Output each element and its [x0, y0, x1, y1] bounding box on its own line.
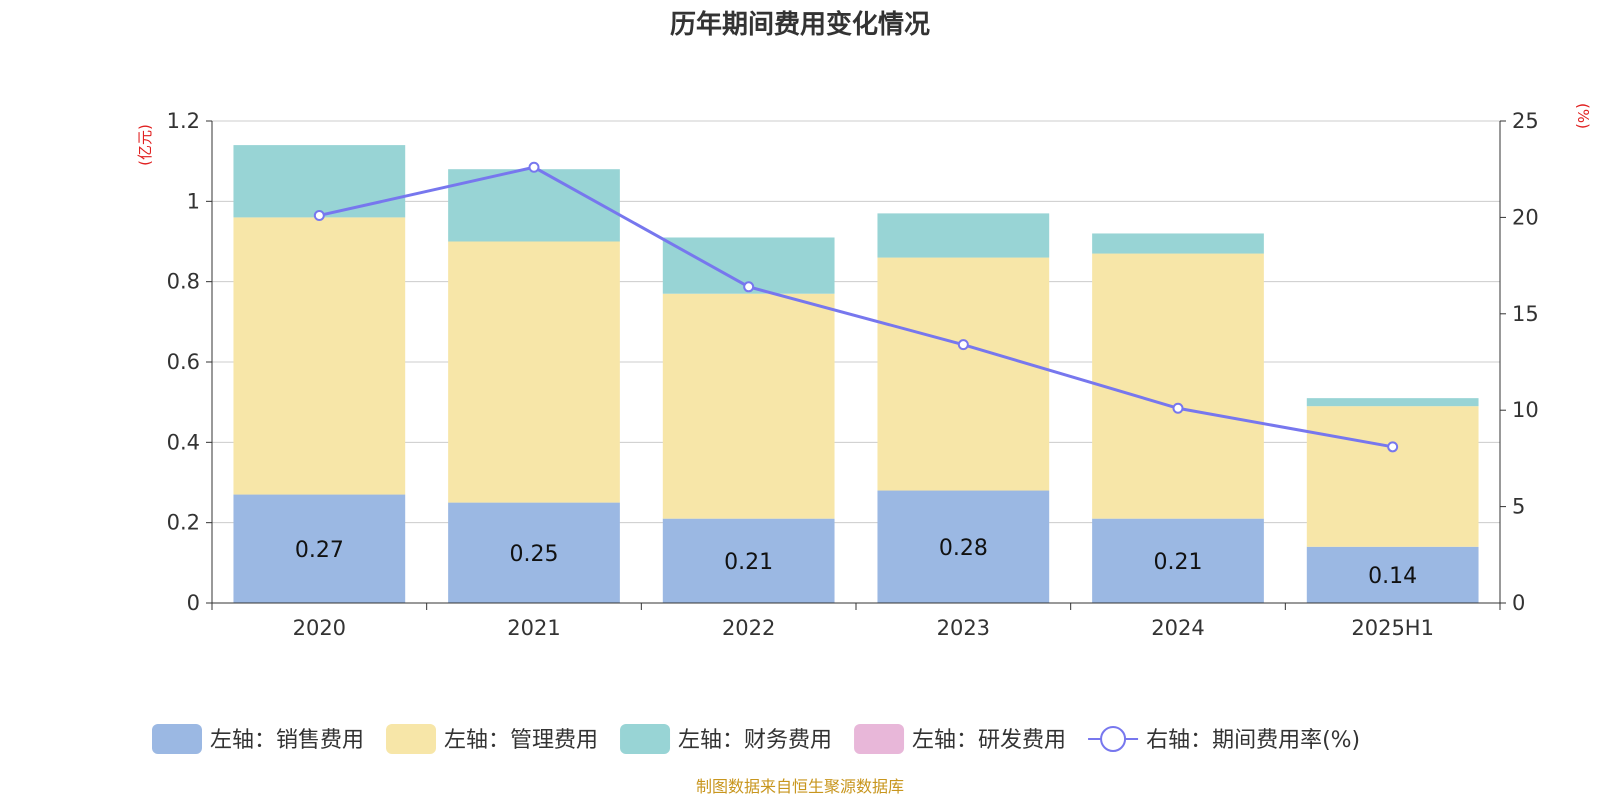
- rate-point: [1387, 441, 1399, 453]
- right-axis-tick-label: 25: [1512, 109, 1539, 133]
- rate-point: [743, 281, 755, 293]
- rate-point: [313, 209, 325, 221]
- bar-segment: [1092, 518, 1264, 603]
- left-axis-tick-label: 0.2: [167, 511, 200, 535]
- bar-segment: [233, 217, 406, 495]
- legend-label: 左轴：财务费用: [678, 728, 832, 753]
- data-label: 0.27: [295, 538, 344, 563]
- x-axis-tick-label: 2024: [1151, 616, 1204, 640]
- legend-label: 左轴：研发费用: [912, 728, 1066, 753]
- legend-swatch: [386, 724, 437, 754]
- left-axis-tick-label: 0.6: [167, 350, 200, 374]
- bar-segment: [448, 241, 620, 503]
- bar-segment: [1306, 546, 1479, 603]
- bar-segment: [1092, 253, 1264, 519]
- left-axis-tick-label: 0.4: [167, 430, 200, 454]
- x-axis-tick-label: 2020: [293, 616, 346, 640]
- data-label: 0.28: [939, 536, 988, 561]
- rate-point: [957, 339, 969, 351]
- legend-swatch: [152, 724, 202, 754]
- left-axis-tick-label: 1: [187, 189, 200, 213]
- legend-label: 右轴：期间费用率(%): [1146, 728, 1360, 753]
- data-label: 0.14: [1368, 564, 1417, 589]
- bar-segment: [233, 145, 406, 218]
- source-note: 制图数据来自恒生聚源数据库: [696, 777, 904, 796]
- data-label: 0.21: [724, 550, 773, 575]
- right-axis-tick-label: 15: [1512, 302, 1539, 326]
- axes: 0 0.2 0.4 0.6 0.8 1 1.2 0 5 10 15 20 25 2020 2021 2022 2…: [167, 109, 1539, 640]
- bar-segment: [1306, 406, 1479, 547]
- legend-label: 左轴：管理费用: [444, 728, 598, 753]
- legend-label: 左轴：销售费用: [210, 728, 364, 753]
- bar-segment: [448, 502, 620, 603]
- left-axis-unit: (亿元): [136, 124, 154, 166]
- x-axis-tick-label: 2023: [937, 616, 990, 640]
- left-axis-tick-label: 1.2: [167, 109, 200, 133]
- right-axis-tick-label: 5: [1512, 495, 1525, 519]
- x-axis-tick-label: 2025H1: [1351, 616, 1434, 640]
- bar-segment: [233, 494, 406, 603]
- right-axis-unit: (%): [1574, 103, 1592, 129]
- left-axis-tick-label: 0: [187, 591, 200, 615]
- left-axis-tick-label: 0.8: [167, 270, 200, 294]
- bar-segment: [1092, 233, 1264, 254]
- data-label: 0.21: [1154, 550, 1203, 575]
- legend-swatch: [620, 724, 671, 754]
- right-axis-tick-label: 20: [1512, 205, 1539, 229]
- x-axis-tick-label: 2022: [722, 616, 775, 640]
- data-labels: 0.27 0.25 0.21 0.28 0.21 0.14: [295, 536, 1417, 589]
- rate-line: [313, 161, 1399, 453]
- right-axis-tick-label: 10: [1512, 398, 1539, 422]
- data-label: 0.25: [510, 542, 559, 567]
- rate-line-path: [319, 165, 1393, 449]
- bar-segment: [662, 518, 835, 603]
- bars: [233, 145, 1479, 603]
- bar-segment: [662, 293, 835, 519]
- bar-segment: [877, 257, 1050, 491]
- right-axis-tick-label: 0: [1512, 591, 1525, 615]
- grid-lines: [212, 120, 1500, 524]
- legend-swatch: [854, 724, 905, 754]
- rate-point: [1172, 402, 1184, 414]
- bar-segment: [877, 490, 1050, 603]
- rate-point: [528, 161, 540, 173]
- bar-segment: [877, 213, 1050, 258]
- legend-marker: [1100, 726, 1127, 752]
- x-axis-tick-label: 2021: [507, 616, 560, 640]
- bar-segment: [1306, 398, 1479, 407]
- chart-title: 历年期间费用变化情况: [670, 9, 930, 40]
- legend: 左轴：销售费用 左轴：管理费用 左轴：财务费用 左轴：研发费用 右轴：期间费用率(%): [152, 724, 1360, 754]
